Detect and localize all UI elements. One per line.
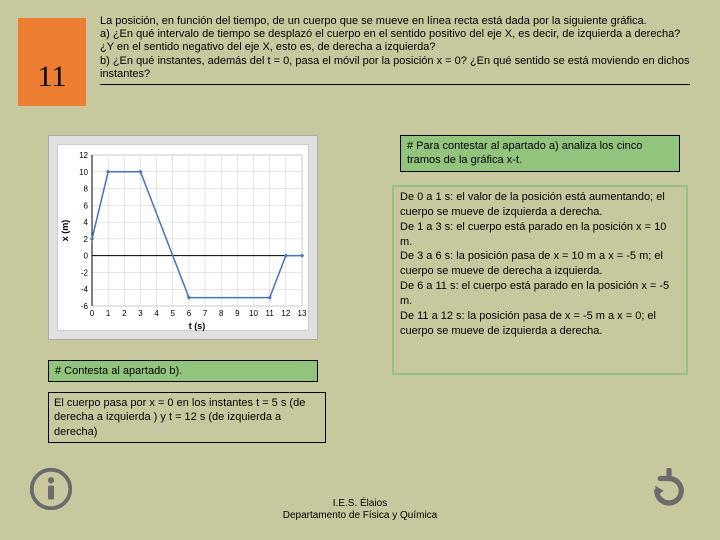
- analysis-overlay-border: [392, 185, 688, 375]
- svg-text:6: 6: [187, 309, 192, 318]
- svg-text:-6: -6: [81, 302, 89, 311]
- question-text: La posición, en función del tiempo, de u…: [100, 15, 690, 85]
- svg-text:4: 4: [154, 309, 159, 318]
- svg-text:10: 10: [79, 168, 88, 177]
- svg-text:10: 10: [249, 309, 258, 318]
- svg-text:-4: -4: [81, 285, 89, 294]
- hint-a-text: # Para contestar al apartado a) analiza …: [407, 140, 642, 166]
- question-intro: La posición, en función del tiempo, de u…: [100, 15, 647, 27]
- hint-a-box: # Para contestar al apartado a) analiza …: [400, 135, 680, 172]
- svg-text:1: 1: [106, 309, 111, 318]
- svg-text:8: 8: [84, 185, 89, 194]
- svg-text:0: 0: [90, 309, 95, 318]
- hint-b-text: # Contesta al apartado b).: [55, 365, 182, 377]
- svg-text:13: 13: [298, 309, 307, 318]
- footer-line1: I.E.S. Élaios: [0, 498, 720, 510]
- answer-b-text: El cuerpo pasa por x = 0 en los instante…: [54, 397, 305, 438]
- hint-b-box: # Contesta al apartado b).: [48, 360, 318, 382]
- chart-panel: 012345678910111213-6-4-2024681012t (s)x …: [48, 135, 318, 340]
- problem-number: 11: [38, 60, 67, 94]
- svg-text:0: 0: [84, 252, 89, 261]
- svg-text:2: 2: [122, 309, 127, 318]
- footer: I.E.S. Élaios Departamento de Física y Q…: [0, 498, 720, 522]
- svg-text:12: 12: [79, 151, 88, 160]
- svg-text:6: 6: [84, 201, 89, 210]
- position-time-chart: 012345678910111213-6-4-2024681012t (s)x …: [58, 145, 310, 332]
- svg-text:12: 12: [281, 309, 290, 318]
- svg-text:3: 3: [138, 309, 143, 318]
- svg-text:4: 4: [84, 218, 89, 227]
- question-b: b) ¿En qué instantes, además del t = 0, …: [100, 55, 689, 80]
- svg-text:11: 11: [266, 309, 275, 318]
- question-divider: [100, 84, 690, 85]
- svg-text:8: 8: [219, 309, 224, 318]
- problem-number-box: 11: [18, 18, 86, 106]
- svg-text:-2: -2: [81, 268, 89, 277]
- svg-text:7: 7: [203, 309, 208, 318]
- chart-inner: 012345678910111213-6-4-2024681012t (s)x …: [57, 144, 309, 331]
- answer-b-box: El cuerpo pasa por x = 0 en los instante…: [48, 392, 326, 443]
- svg-text:x (m): x (m): [60, 220, 70, 242]
- question-a: a) ¿En qué intervalo de tiempo se despla…: [100, 28, 680, 53]
- svg-text:9: 9: [235, 309, 240, 318]
- svg-text:5: 5: [171, 309, 176, 318]
- footer-line2: Departamento de Física y Química: [0, 510, 720, 522]
- svg-text:2: 2: [84, 235, 89, 244]
- svg-text:t (s): t (s): [189, 321, 206, 331]
